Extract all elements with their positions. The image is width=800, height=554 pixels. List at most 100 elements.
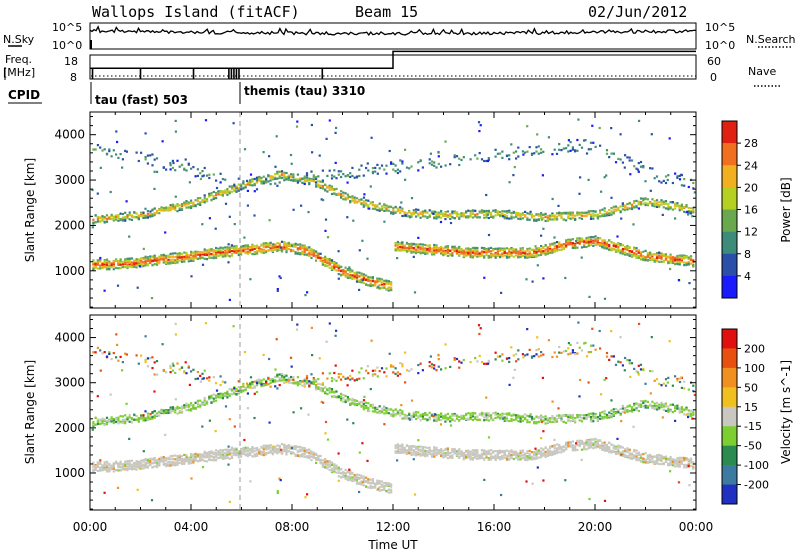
power-cell [144, 132, 147, 135]
power-cell [292, 245, 295, 248]
power-cell [319, 184, 322, 187]
power-cell [578, 211, 581, 214]
velocity-cell [158, 461, 161, 464]
power-cell [267, 244, 270, 247]
velocity-cell [442, 452, 445, 455]
power-cell [199, 201, 202, 204]
power-cell [649, 202, 652, 205]
power-cell [680, 173, 683, 176]
power-cell [680, 205, 683, 208]
power-cell [664, 202, 668, 205]
power-cell [235, 186, 238, 189]
velocity-cell [424, 449, 427, 452]
velocity-cell [258, 452, 261, 455]
power-cell [574, 214, 577, 217]
power-cell [578, 192, 581, 195]
power-cell [258, 250, 261, 253]
power-cell [421, 212, 424, 216]
power-cell [508, 248, 511, 251]
power-cell [326, 257, 329, 261]
power-cell [499, 256, 502, 259]
power-cell [671, 256, 674, 259]
power-cell [271, 249, 274, 252]
power-cell [362, 282, 365, 285]
power-cell [253, 251, 256, 254]
power-cell [362, 204, 365, 207]
power-cell [453, 210, 456, 213]
power-cell [215, 192, 218, 195]
power-cell [667, 261, 670, 264]
power-cell [135, 212, 138, 215]
power-cell [385, 279, 388, 282]
power-cell [480, 158, 484, 161]
power-cell [260, 249, 263, 252]
power-cell [353, 271, 356, 274]
power-cell [117, 219, 120, 222]
power-cell [349, 200, 352, 203]
power-cell [487, 256, 490, 259]
velocity-cell [140, 462, 143, 465]
velocity-cell [560, 446, 563, 449]
power-cell [149, 255, 152, 258]
freq-panel: Freq. [MHz] 18 8 60 0 Nave [3, 50, 782, 87]
power-cell [210, 256, 213, 259]
power-cell [557, 204, 560, 207]
power-cell [126, 265, 129, 268]
power-cell [240, 188, 243, 191]
power-cell [421, 245, 424, 248]
power-cell [230, 186, 234, 189]
power-cell [361, 279, 364, 282]
velocity-cell [533, 454, 536, 457]
power-cell [633, 206, 636, 209]
power-cell [603, 239, 606, 242]
power-cell [196, 257, 199, 260]
power-colorbar-label: Power [dB] [779, 177, 793, 242]
power-cell [330, 265, 334, 268]
power-cell [451, 254, 454, 257]
power-cell [267, 249, 270, 252]
power-cell [258, 249, 261, 252]
velocity-cell [344, 475, 347, 478]
power-cell [528, 218, 531, 221]
velocity-cell [253, 450, 256, 453]
power-cell [99, 258, 102, 261]
power-cell [533, 255, 536, 258]
velocity-cell [176, 455, 179, 458]
velocity-cell [185, 455, 188, 458]
power-cell [603, 210, 606, 213]
velocity-cell [494, 455, 497, 458]
velocity-cell [315, 458, 318, 461]
frequency-series [90, 50, 696, 69]
velocity-cell [362, 477, 365, 480]
velocity-cell [176, 461, 179, 464]
power-cell [674, 256, 677, 259]
velocity-cell [192, 459, 195, 462]
power-cell [340, 273, 343, 276]
power-cell [630, 205, 634, 208]
velocity-cell [474, 450, 477, 453]
power-cell [589, 240, 593, 243]
velocity-cell [142, 460, 145, 463]
power-cell [210, 194, 213, 197]
power-cell [535, 254, 538, 257]
power-cell [676, 258, 679, 261]
power-cell [142, 211, 145, 214]
power-cell [271, 247, 274, 250]
power-cell [328, 188, 331, 191]
power-cell [226, 249, 229, 252]
power-cell [612, 211, 615, 214]
power-cell [585, 214, 588, 217]
power-cell [158, 208, 161, 211]
power-cell [260, 180, 263, 183]
velocity-cell [305, 451, 309, 454]
power-cell [385, 282, 388, 285]
power-cell [435, 250, 438, 253]
power-cell [140, 259, 143, 262]
velocity-cell [301, 446, 304, 449]
power-cell [103, 215, 106, 219]
velocity-cell [512, 450, 515, 453]
power-cell [562, 218, 565, 221]
power-cell [487, 210, 490, 213]
power-cell [678, 254, 681, 257]
